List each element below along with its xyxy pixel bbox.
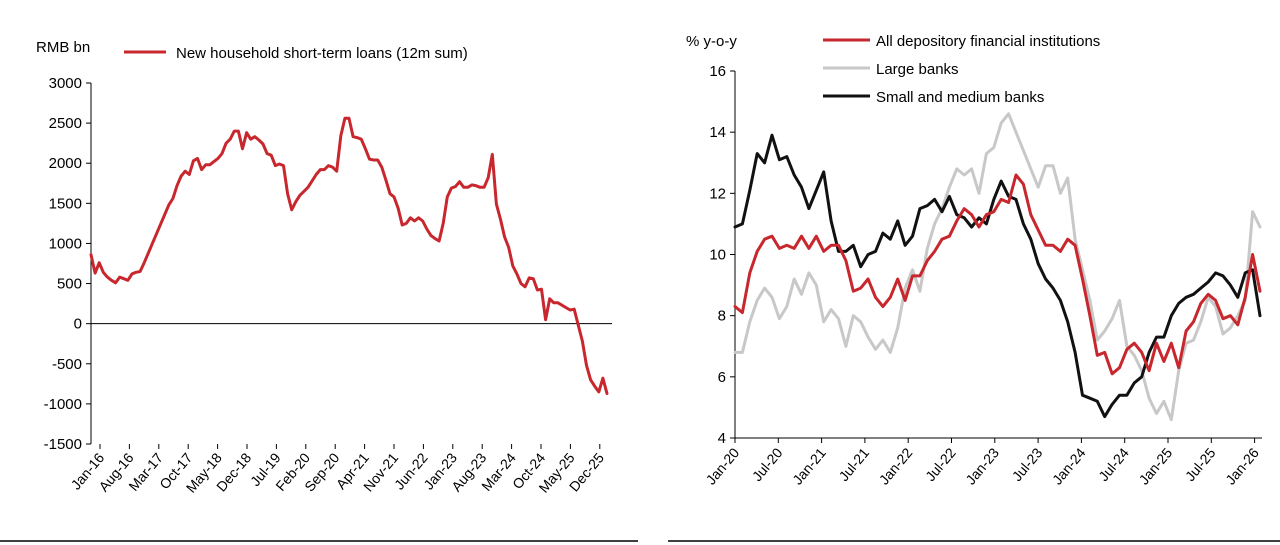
chart2-xtick-label: Jul-24 — [1095, 444, 1132, 484]
chart2-xtick-label: Jul-25 — [1182, 444, 1219, 484]
household-loans-chart: RMB bn New household short-term loans (1… — [0, 39, 638, 542]
chart1-ytick-label: -1000 — [44, 396, 82, 413]
chart2-series-line-2 — [733, 133, 1262, 419]
chart2-legend-label-0: All depository financial institutions — [876, 33, 1100, 50]
chart2-xtick-label: Jan-25 — [1136, 444, 1176, 487]
chart2-ytick-label: 12 — [709, 185, 726, 202]
chart1-ytick-label: 500 — [57, 276, 82, 293]
chart2-ytick-label: 10 — [709, 247, 726, 264]
chart2-series-line-1 — [733, 112, 1262, 422]
chart2-xtick-label: Jul-21 — [835, 444, 872, 484]
chart2-xtick-label: Jul-22 — [922, 444, 959, 484]
chart2-xtick-label: Jan-21 — [789, 444, 829, 487]
chart1-ytick-label: 1500 — [49, 195, 82, 212]
chart2-xtick-label: Jul-23 — [1009, 444, 1046, 484]
chart1-ytick-label: 2500 — [49, 115, 82, 132]
chart2-ytick-label: 6 — [718, 369, 726, 386]
chart2-xtick-label: Jan-23 — [962, 444, 1002, 487]
chart2-ytick-label: 4 — [718, 430, 726, 447]
chart2-xtick-label: Jan-24 — [1049, 444, 1089, 487]
chart1-ytick-label: 0 — [74, 316, 82, 333]
chart1-ytick-label: -500 — [52, 356, 82, 373]
chart2-xtick-label: Jul-20 — [749, 444, 786, 484]
chart2-series-line-0 — [733, 173, 1262, 376]
chart1-ytick-label: 1000 — [49, 235, 82, 252]
chart2-legend-label-1: Large banks — [876, 61, 959, 78]
deposit-growth-chart: % y-o-y All depository financial institu… — [668, 33, 1280, 542]
chart2-ytick-label: 16 — [709, 63, 726, 80]
chart2-ytick-label: 8 — [718, 308, 726, 325]
chart1-ytick-label: -1500 — [44, 436, 82, 453]
chart1-series-line-0 — [89, 116, 609, 395]
chart2-ytick-label: 14 — [709, 124, 726, 141]
chart1-ylabel: RMB bn — [36, 39, 90, 56]
chart2-lines — [733, 112, 1262, 422]
chart1-ytick-label: 3000 — [49, 75, 82, 92]
chart1-ytick-label: 2000 — [49, 155, 82, 172]
chart2-xtick-label: Jan-20 — [703, 444, 743, 487]
chart2-xtick-label: Jan-22 — [876, 444, 916, 487]
chart2-legend-label-2: Small and medium banks — [876, 89, 1044, 106]
chart2-ylabel: % y-o-y — [686, 33, 737, 50]
chart2-xtick-label: Jan-26 — [1222, 444, 1262, 487]
chart1-legend-label: New household short-term loans (12m sum) — [176, 45, 468, 62]
chart1-lines — [89, 116, 609, 395]
